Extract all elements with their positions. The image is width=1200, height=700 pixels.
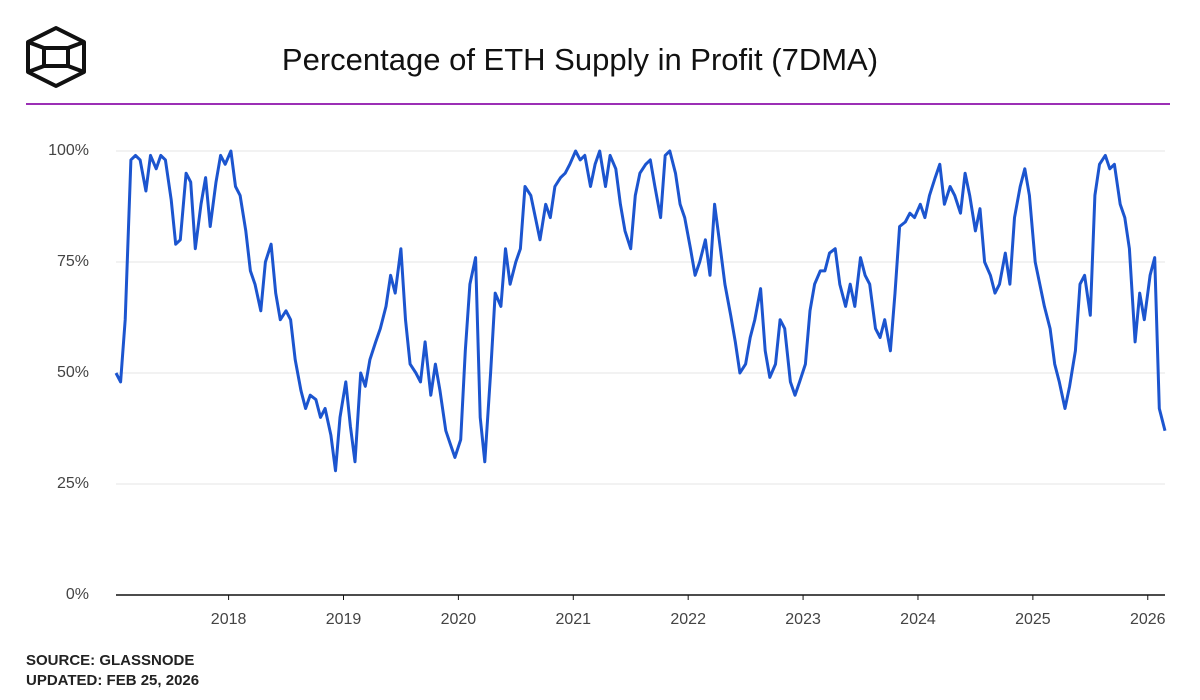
x-tick-label: 2020 [441,611,477,628]
y-tick-label: 50% [57,364,89,381]
data-line [114,149,1167,473]
y-tick-label: 25% [57,475,89,492]
logo-edge [67,64,85,74]
y-tick-label: 75% [57,253,89,270]
x-tick-label: 2026 [1130,611,1166,628]
source-note: SOURCE: GLASSNODE [26,652,194,669]
x-tick-label: 2024 [900,611,936,628]
logo-inner [42,46,70,68]
updated-note: UPDATED: FEB 25, 2026 [26,672,199,689]
chart-title: Percentage of ETH Supply in Profit (7DMA… [282,42,878,77]
x-tick-label: 2022 [670,611,706,628]
x-tick-label: 2021 [555,611,591,628]
logo [26,26,86,88]
x-tick-label: 2018 [211,611,247,628]
logo-edge [67,40,85,50]
x-tick-label: 2023 [785,611,821,628]
x-tick-label: 2025 [1015,611,1051,628]
logo-edge [27,40,45,50]
y-tick-label: 0% [66,586,89,603]
y-tick-label: 100% [48,142,89,159]
x-tick-label: 2019 [326,611,362,628]
logo-edge [27,64,45,74]
logo-outline [26,26,86,88]
